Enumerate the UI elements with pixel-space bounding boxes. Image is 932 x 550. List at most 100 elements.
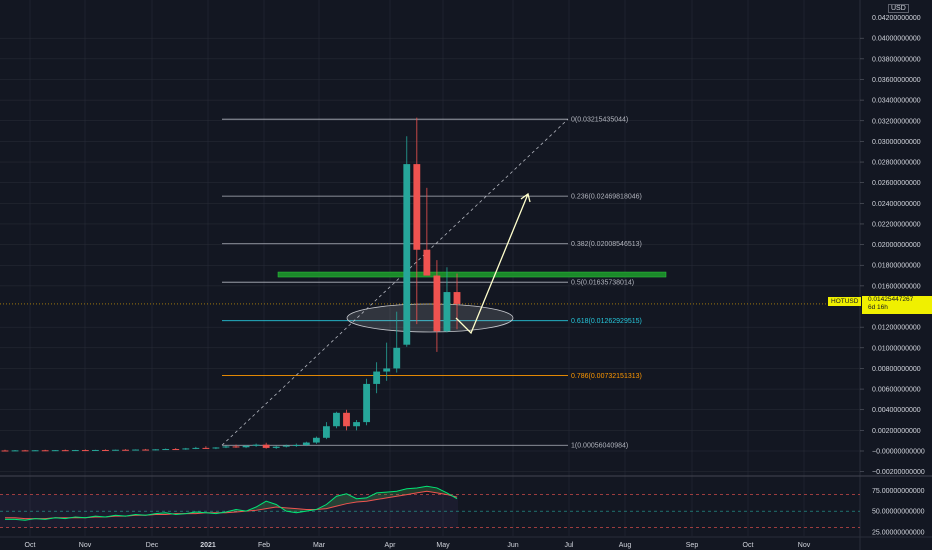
candle-body-41: [413, 164, 421, 250]
y-tick-label-9: 0.02200000000: [872, 221, 921, 228]
candle-body-25: [252, 444, 260, 446]
x-tick-label-0: Oct: [25, 542, 36, 549]
candle-body-37: [373, 371, 381, 384]
candle-body-6: [61, 450, 69, 452]
candle-body-7: [71, 450, 79, 452]
candle-body-14: [142, 449, 150, 451]
fib-label-6: 1(0.00056040984): [571, 443, 628, 450]
candle-body-27: [272, 446, 280, 448]
fib-label-5: 0.786(0.00732151313): [571, 373, 642, 380]
y-tick-label-18: 0.00200000000: [872, 428, 921, 435]
candle-body-39: [393, 347, 401, 369]
candle-body-0: [1, 450, 9, 452]
x-tick-label-13: Nov: [798, 542, 811, 549]
projection-path: [455, 193, 529, 335]
last-price-tag: 0.01425447267 6d 16h: [862, 296, 932, 314]
x-tick-label-10: Aug: [619, 542, 632, 549]
candle-body-11: [112, 449, 119, 451]
candle-body-12: [122, 449, 129, 451]
y-tick-label-top: 0.04200000000: [872, 15, 921, 22]
x-tick-label-12: Oct: [743, 542, 754, 549]
candle-body-16: [162, 449, 170, 451]
candle-body-36: [363, 383, 371, 423]
candle-body-3: [31, 450, 39, 452]
y-tick-label-20: −0.00200000000: [872, 469, 925, 476]
x-tick-label-4: Feb: [258, 542, 270, 549]
candle-body-40: [403, 164, 411, 345]
candle-body-17: [172, 449, 180, 451]
x-tick-label-5: Mar: [313, 542, 326, 549]
rsi-y-label-1: 50.00000000000: [872, 509, 925, 516]
fib-label-3: 0.5(0.01635738014): [571, 280, 634, 287]
y-tick-label-14: 0.01000000000: [872, 345, 921, 352]
last-price-value: 0.01425447267: [868, 296, 914, 303]
fib-label-2: 0.382(0.02008546513): [571, 241, 642, 248]
x-tick-label-1: Nov: [79, 542, 92, 549]
x-tick-label-11: Sep: [686, 542, 699, 549]
candle-body-23: [232, 446, 240, 448]
y-tick-label-6: 0.02800000000: [872, 160, 921, 167]
candle-body-20: [202, 447, 210, 449]
rsi-y-label-0: 75.00000000000: [872, 488, 925, 495]
candle-body-21: [212, 447, 220, 449]
candle-body-38: [383, 368, 391, 372]
candle-body-35: [353, 422, 360, 427]
candle-body-4: [41, 450, 49, 452]
candle-body-43: [433, 275, 441, 332]
y-tick-label-7: 0.02600000000: [872, 180, 921, 187]
y-tick-label-19: −0.00000000000: [872, 449, 925, 456]
candle-body-1: [11, 450, 19, 452]
candle-body-44: [443, 292, 451, 332]
bar-countdown: 6d 16h: [868, 304, 888, 311]
x-tick-label-9: Jul: [565, 542, 574, 549]
projection-arrowhead: [520, 192, 531, 203]
y-tick-label-5: 0.03000000000: [872, 139, 921, 146]
fib-label-0: 0(0.03215435044): [571, 117, 628, 124]
y-tick-label-10: 0.02000000000: [872, 242, 921, 249]
candle-body-24: [242, 445, 250, 448]
y-tick-label-13: 0.01200000000: [872, 325, 921, 332]
y-tick-label-17: 0.00400000000: [872, 407, 921, 414]
candle-body-29: [292, 445, 300, 447]
y-tick-label-8: 0.02400000000: [872, 201, 921, 208]
candle-body-34: [343, 412, 350, 427]
candle-body-22: [222, 446, 230, 448]
y-tick-label-0: 0.04000000000: [872, 36, 921, 43]
resistance-zone: [277, 271, 667, 278]
fib-trendline: [221, 118, 569, 446]
fib-label-4: 0.618(0.01262929515): [571, 318, 642, 325]
candle-body-45: [453, 292, 461, 304]
candle-body-10: [102, 449, 109, 451]
y-tick-label-16: 0.00600000000: [872, 387, 921, 394]
currency-label: USD: [888, 4, 909, 13]
x-tick-label-3: 2021: [200, 542, 216, 549]
rsi-line: [5, 485, 458, 521]
candle-body-2: [21, 450, 29, 452]
y-tick-label-1: 0.03800000000: [872, 56, 921, 63]
fib-label-1: 0.236(0.02469818046): [571, 194, 642, 201]
y-tick-label-2: 0.03600000000: [872, 77, 921, 84]
candle-body-15: [152, 449, 160, 451]
rsi-y-label-2: 25.00000000000: [872, 529, 925, 536]
candle-body-28: [282, 445, 290, 447]
candle-body-42: [423, 249, 431, 276]
candle-body-32: [323, 426, 330, 438]
x-tick-label-8: Jun: [507, 542, 518, 549]
y-tick-label-4: 0.03200000000: [872, 118, 921, 125]
candle-body-13: [132, 449, 139, 451]
x-tick-label-7: May: [436, 542, 450, 549]
candle-body-30: [302, 442, 310, 446]
candle-body-26: [262, 444, 270, 448]
y-tick-label-11: 0.01800000000: [872, 263, 921, 270]
candle-body-5: [51, 450, 59, 452]
candle-body-8: [81, 450, 89, 452]
y-tick-label-3: 0.03400000000: [872, 98, 921, 105]
candle-body-31: [312, 437, 320, 443]
x-tick-label-2: Dec: [146, 542, 159, 549]
y-tick-label-12: 0.01600000000: [872, 283, 921, 290]
y-tick-label-15: 0.00800000000: [872, 366, 921, 373]
candle-body-33: [333, 412, 340, 427]
x-tick-label-6: Apr: [385, 542, 397, 549]
